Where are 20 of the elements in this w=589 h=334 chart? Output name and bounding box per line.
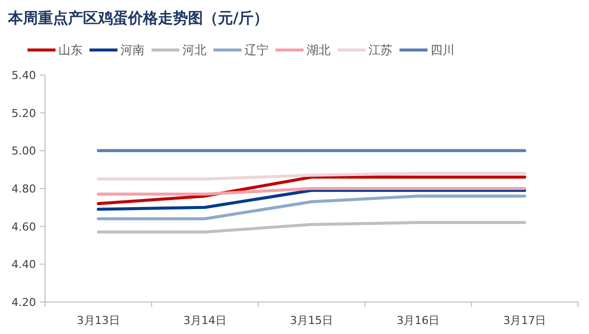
- legend-label: 河南: [120, 43, 144, 57]
- legend-label: 湖北: [306, 43, 330, 57]
- y-tick-label: 4.60: [12, 220, 36, 234]
- y-tick-label: 5.40: [12, 69, 36, 82]
- legend-label: 河北: [182, 43, 206, 57]
- y-tick-label: 4.80: [12, 182, 36, 196]
- x-tick-label: 3月17日: [503, 314, 546, 327]
- y-tick-label: 4.40: [12, 258, 36, 272]
- y-tick-label: 4.20: [12, 296, 36, 309]
- x-tick-label: 3月13日: [76, 314, 120, 327]
- legend-label: 四川: [430, 43, 454, 57]
- legend-label: 山东: [58, 43, 82, 57]
- y-tick-label: 5.20: [12, 106, 36, 120]
- chart-title: 本周重点产区鸡蛋价格走势图（元/斤）: [7, 9, 268, 27]
- legend-label: 辽宁: [244, 43, 268, 57]
- x-tick-label: 3月14日: [183, 314, 226, 327]
- legend-label: 江苏: [368, 43, 392, 57]
- x-tick-label: 3月16日: [396, 314, 440, 327]
- x-tick-label: 3月15日: [290, 314, 333, 327]
- y-tick-label: 5.00: [12, 144, 36, 158]
